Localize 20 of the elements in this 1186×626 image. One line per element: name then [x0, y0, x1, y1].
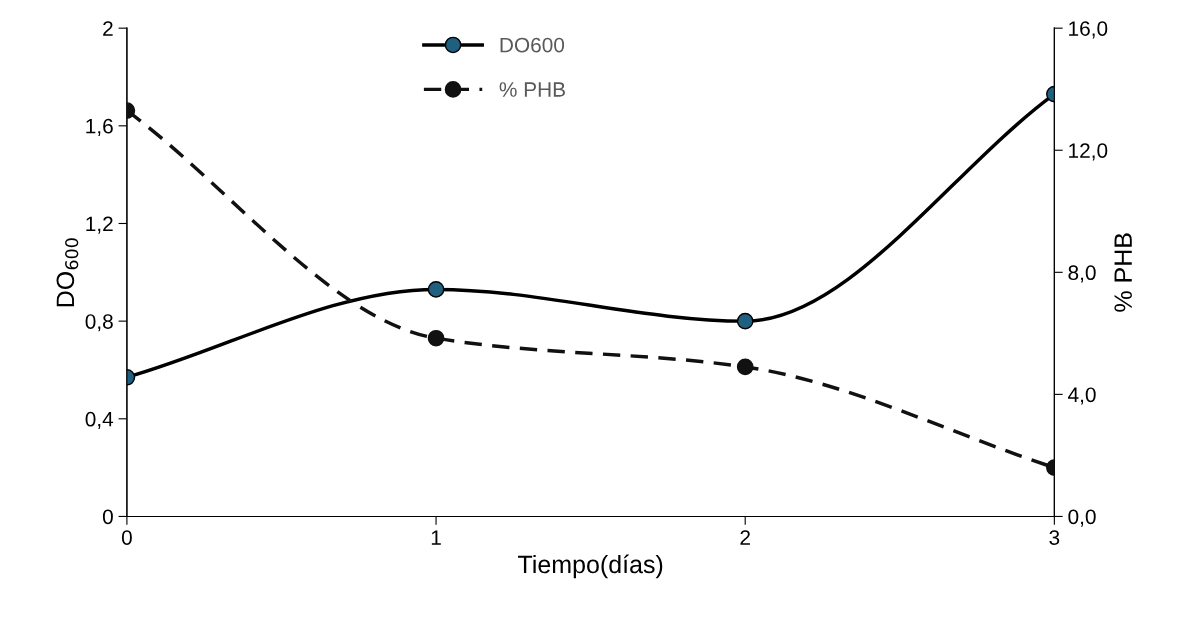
y-tick-label: 1,6	[86, 118, 113, 137]
y2-tick-label: 8,0	[1068, 265, 1096, 283]
x-tick-label: 2	[740, 530, 750, 545]
y-tick-label: 1,2	[86, 216, 113, 234]
y-tick-label: 0,4	[85, 411, 114, 430]
y-tick-label: 0	[102, 509, 113, 525]
y2-tick-label: 0,0	[1068, 509, 1096, 527]
y2-tick-label: 16,0	[1069, 21, 1108, 39]
y2-axis-title: % PHB	[1114, 233, 1132, 312]
y-tick-label: 0,8	[85, 314, 113, 332]
y2-tick-label: 4,0	[1068, 387, 1096, 405]
x-tick-label: 3	[1049, 530, 1060, 545]
y2-tick-label: 12,0	[1069, 143, 1108, 161]
x-tick-label: 0	[121, 530, 132, 545]
y-axis-title: DO$_{600}$	[56, 238, 79, 307]
legend-label: DO600	[500, 37, 565, 53]
legend-label: % PHB	[499, 82, 565, 97]
x-tick-label: 1	[431, 530, 441, 545]
y-tick-label: 2	[103, 21, 113, 36]
x-axis-title: Tiempo(días)	[518, 554, 663, 579]
